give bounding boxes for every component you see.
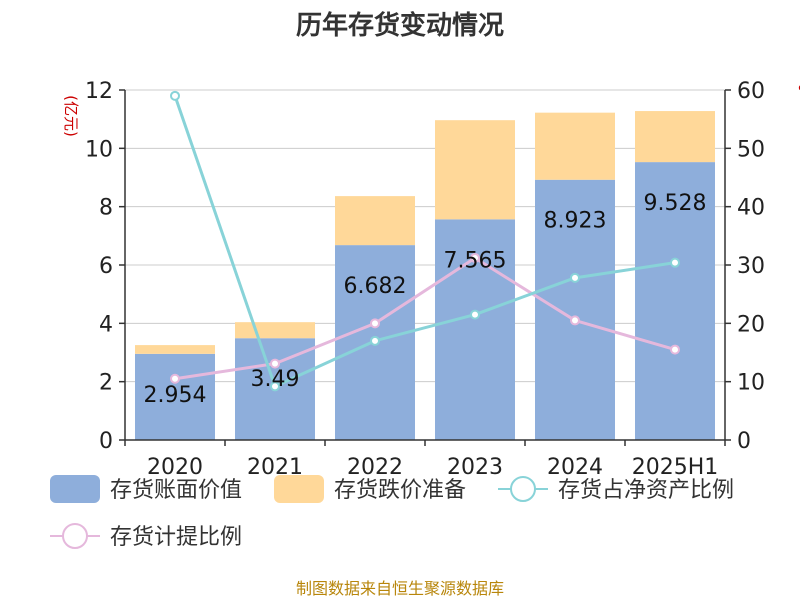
point-provision-ratio	[170, 373, 180, 384]
bar-provision	[135, 345, 215, 354]
data-label-book-value: 3.49	[251, 367, 300, 392]
y2-axis-tick-label: 0	[737, 429, 751, 454]
y2-axis-tick-label: 60	[737, 79, 765, 104]
y2-axis-tick-label: 10	[737, 371, 765, 396]
point-provision-ratio	[270, 358, 280, 369]
x-axis-tick-label: 2023	[447, 455, 503, 480]
legend-marker-ratio-net-assets	[510, 476, 536, 502]
chart-title: 历年存货变动情况	[296, 10, 504, 41]
y2-axis-tick-label: 20	[737, 312, 765, 337]
point-provision-ratio	[470, 253, 480, 263]
point-ratio-net-assets	[270, 381, 280, 392]
data-label-book-value: 2.954	[144, 383, 207, 408]
point-ratio-net-assets	[570, 272, 580, 283]
y2-axis-tick-label: 40	[737, 196, 765, 221]
point-ratio-net-assets	[670, 257, 680, 268]
data-labels: 2.954 3.49 6.682 7.565 8.923 9.528	[144, 191, 707, 408]
x-axis-tick-label: 2022	[347, 455, 403, 480]
legend-label-provision-ratio: 存货计提比例	[110, 525, 242, 550]
point-provision-ratio	[670, 344, 680, 355]
legend-swatch-provision	[274, 475, 324, 503]
point-ratio-net-assets	[170, 90, 180, 101]
y-axis-tick-label: 0	[99, 429, 113, 454]
y-axis-tick-label: 2	[99, 371, 113, 396]
y-axis-tick-label: 6	[99, 254, 113, 279]
bar-book-value	[135, 353, 215, 440]
y-axis-tick-label: 10	[85, 137, 113, 162]
bar-provision	[635, 111, 715, 163]
point-provision-ratio	[370, 318, 380, 329]
y-axis-tick-label: 8	[99, 196, 113, 221]
source-note: 制图数据来自恒生聚源数据库	[296, 579, 504, 598]
bars	[135, 111, 715, 440]
legend-marker-provision-ratio	[62, 523, 88, 549]
legend-label-book-value: 存货账面价值	[110, 478, 242, 503]
point-ratio-net-assets	[470, 309, 480, 320]
data-label-book-value: 7.565	[444, 248, 507, 273]
x-axis-tick-label: 2020	[147, 455, 203, 480]
bar-provision	[235, 322, 315, 339]
line-provision-ratio	[174, 256, 676, 381]
y-axis-tick-label: 12	[85, 79, 113, 104]
grid-lines	[125, 89, 725, 383]
y2-axis-unit-label: %	[798, 82, 800, 100]
point-ratio-net-assets	[370, 335, 380, 346]
data-label-book-value: 6.682	[344, 274, 407, 299]
data-label-book-value: 9.528	[644, 191, 707, 216]
bar-book-value	[535, 179, 615, 440]
data-label-book-value: 8.923	[544, 209, 607, 234]
legend-label-provision: 存货跌价准备	[334, 478, 466, 503]
series-lines	[170, 90, 680, 392]
bar-book-value	[635, 162, 715, 440]
x-axis-tick-label: 2025H1	[632, 455, 719, 480]
legend-label-ratio-net-assets: 存货占净资产比例	[558, 478, 734, 503]
y2-axis-tick-label: 50	[737, 137, 765, 162]
legend-swatch-book-value	[50, 475, 100, 503]
y-axis-tick-label: 4	[99, 312, 113, 337]
bar-provision	[535, 112, 615, 180]
point-provision-ratio	[570, 315, 580, 326]
bar-provision	[435, 120, 515, 220]
line-ratio-net-assets	[173, 95, 676, 388]
y-axis-unit-label: (亿元)	[62, 95, 80, 137]
x-axis-tick-label: 2024	[547, 455, 603, 480]
bar-provision	[335, 196, 415, 246]
y2-axis-tick-label: 30	[737, 254, 765, 279]
